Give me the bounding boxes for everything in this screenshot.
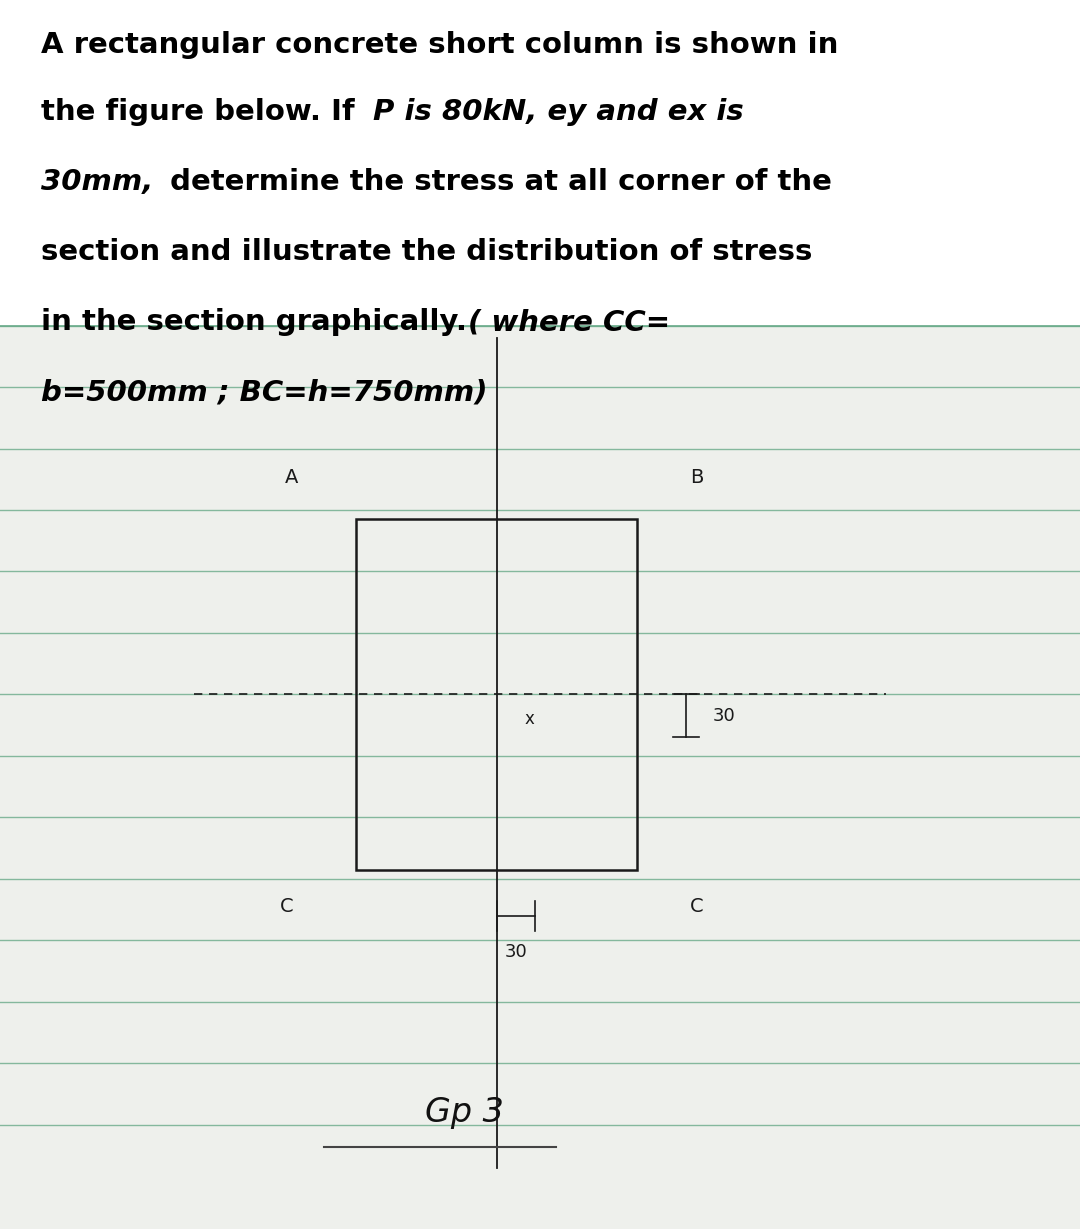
Text: Gp 3: Gp 3 — [424, 1096, 504, 1128]
Text: determine the stress at all corner of the: determine the stress at all corner of th… — [160, 168, 832, 197]
Text: P is 80kN, ey and ex is: P is 80kN, ey and ex is — [373, 98, 743, 127]
Text: C: C — [280, 897, 293, 916]
Text: 30: 30 — [713, 707, 735, 725]
Text: A rectangular concrete short column is shown in: A rectangular concrete short column is s… — [41, 31, 838, 59]
Text: A: A — [285, 468, 298, 487]
Text: B: B — [690, 468, 703, 487]
Text: 30: 30 — [504, 944, 527, 961]
Bar — [356, 520, 637, 870]
Text: 30mm,: 30mm, — [41, 168, 153, 197]
Bar — [0, 0, 1080, 326]
Text: b=500mm ; BC=h=750mm): b=500mm ; BC=h=750mm) — [41, 379, 487, 407]
Text: section and illustrate the distribution of stress: section and illustrate the distribution … — [41, 238, 812, 267]
Text: x: x — [524, 710, 535, 728]
Bar — [0, 326, 1080, 1229]
Text: in the section graphically.: in the section graphically. — [41, 308, 477, 337]
Text: C: C — [690, 897, 703, 916]
Text: the figure below. If: the figure below. If — [41, 98, 365, 127]
Text: ( where CC=: ( where CC= — [468, 308, 670, 337]
